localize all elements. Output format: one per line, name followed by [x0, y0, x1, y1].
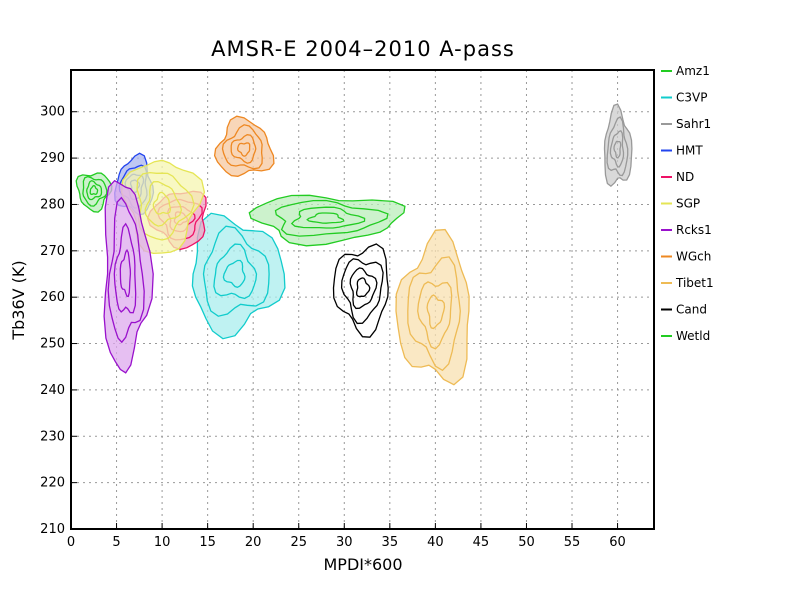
legend: Amz1 C3VP Sahr1 HMT ND SGP Rcks1 WGch Tibet1 Cand…: [661, 64, 714, 343]
y-tick-label: 250: [40, 337, 65, 352]
y-tick-label: 300: [40, 105, 65, 120]
contour-tibet1: [395, 228, 470, 386]
legend-label-tibet1: Tibet1: [675, 276, 714, 290]
contour-level: [213, 115, 275, 177]
x-tick-label: 5: [112, 535, 120, 550]
plot-frame: [70, 69, 655, 530]
x-tick-label: 40: [427, 535, 444, 550]
contour-level: [349, 267, 378, 310]
contour-level: [355, 277, 371, 298]
contour-level: [395, 228, 470, 386]
contour-level: [609, 129, 625, 168]
contour-level: [332, 243, 389, 338]
contour-level: [86, 179, 103, 201]
contour-level: [136, 171, 195, 241]
contour-c3vp: [191, 212, 286, 340]
contour-level: [213, 243, 258, 300]
legend-label-sgp: SGP: [676, 197, 700, 211]
contour-rcks1: [103, 179, 154, 374]
legend-label-c3vp: C3VP: [676, 91, 707, 105]
x-tick-label: 0: [67, 535, 75, 550]
y-tick-label: 280: [40, 197, 65, 212]
legend-label-sahr1: Sahr1: [676, 117, 711, 131]
contour-level: [230, 134, 257, 164]
contour-level: [613, 140, 622, 159]
chart-title: AMSR-E 2004–2010 A-pass: [211, 37, 515, 61]
x-tick-label: 30: [336, 535, 353, 550]
contour-level: [248, 194, 406, 247]
contour-level: [75, 172, 113, 213]
contour-sahr1: [603, 103, 633, 188]
contour-level: [144, 180, 183, 227]
contour-level: [426, 294, 446, 330]
x-tick-label: 35: [382, 535, 399, 550]
x-tick-label: 55: [564, 535, 581, 550]
contour-level: [236, 142, 251, 157]
contour-level: [222, 259, 246, 289]
contour-cand: [332, 243, 389, 338]
y-tick-label: 290: [40, 151, 65, 166]
legend-label-cand: Cand: [676, 303, 707, 317]
contour-level: [107, 196, 145, 344]
contour-level: [603, 103, 633, 188]
grid: [71, 70, 654, 529]
contour-level: [290, 206, 366, 229]
x-tick-label: 25: [290, 535, 307, 550]
y-tick-label: 240: [40, 383, 65, 398]
y-axis-title: Tb36V (K): [9, 260, 28, 340]
y-tick-label: 230: [40, 429, 65, 444]
y-tick-label: 260: [40, 290, 65, 305]
x-axis-title: MPDI*600: [323, 555, 402, 574]
contour-amz1: [75, 172, 113, 213]
legend-label-nd: ND: [676, 170, 694, 184]
x-tick-label: 20: [245, 535, 262, 550]
contour-level: [221, 124, 263, 170]
contour-level: [417, 281, 453, 350]
contour-level: [191, 212, 286, 340]
contour-layer: [75, 103, 633, 386]
y-tick-label: 220: [40, 476, 65, 491]
contour-level: [306, 212, 345, 224]
contour-level: [340, 258, 384, 325]
contour-level: [202, 225, 270, 317]
contour-wgch: [213, 115, 275, 177]
x-tick-label: 10: [154, 535, 171, 550]
contour-level: [274, 199, 389, 237]
contour-level: [89, 184, 99, 195]
legend-label-rcks1: Rcks1: [676, 223, 712, 237]
y-tick-label: 270: [40, 244, 65, 259]
legend-label-wgch: WGch: [676, 250, 711, 264]
contour-level: [82, 175, 108, 207]
contour-level: [113, 222, 137, 314]
contour-wetld: [248, 194, 406, 247]
legend-label-hmt: HMT: [676, 144, 703, 158]
x-tick-label: 45: [473, 535, 490, 550]
contour-level: [119, 248, 132, 298]
x-tick-label: 60: [609, 535, 626, 550]
y-tick-label: 210: [40, 522, 65, 537]
x-tick-label: 50: [518, 535, 535, 550]
legend-label-wetld: Wetld: [676, 329, 710, 343]
contour-level: [152, 191, 172, 215]
x-tick-label: 15: [199, 535, 216, 550]
axis-ticks: 0 5 10 15 20 25 30 35 40 45 50 55 60 210 220 230 240 250 2…: [40, 105, 626, 550]
contour-level: [103, 179, 154, 374]
legend-label-amz1: Amz1: [676, 64, 710, 78]
contour-level: [606, 116, 629, 177]
contour-level: [407, 256, 461, 372]
